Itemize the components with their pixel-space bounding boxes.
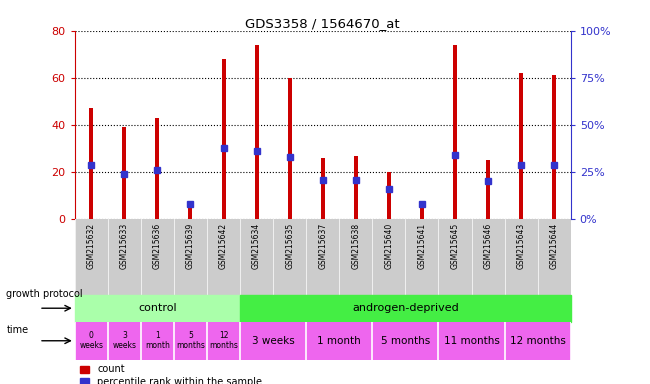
Bar: [108, 322, 141, 359]
Bar: [306, 322, 372, 359]
Text: GSM215634: GSM215634: [252, 223, 261, 269]
Text: growth protocol: growth protocol: [6, 289, 83, 299]
Bar: [288, 78, 292, 219]
Legend: count, percentile rank within the sample: count, percentile rank within the sample: [79, 364, 262, 384]
Bar: [188, 207, 192, 219]
Text: GSM215632: GSM215632: [87, 223, 96, 269]
Bar: [504, 322, 571, 359]
Bar: [354, 156, 358, 219]
Text: GSM215643: GSM215643: [517, 223, 526, 269]
Text: GSM215646: GSM215646: [484, 223, 493, 269]
Bar: [207, 322, 240, 359]
Text: 5 months: 5 months: [381, 336, 430, 346]
Bar: [372, 322, 439, 359]
Text: 12 months: 12 months: [510, 336, 566, 346]
Text: GSM215639: GSM215639: [186, 223, 195, 269]
Bar: [519, 73, 523, 219]
Text: 1
month: 1 month: [145, 331, 170, 350]
Bar: [552, 76, 556, 219]
Bar: [75, 322, 108, 359]
Text: GSM215636: GSM215636: [153, 223, 162, 269]
Text: 3 weeks: 3 weeks: [252, 336, 294, 346]
Bar: [174, 322, 207, 359]
Text: GSM215644: GSM215644: [550, 223, 558, 269]
Bar: [420, 207, 424, 219]
Text: GSM215635: GSM215635: [285, 223, 294, 269]
Text: 5
months: 5 months: [176, 331, 205, 350]
Bar: [141, 322, 174, 359]
Text: GSM215641: GSM215641: [417, 223, 426, 269]
Bar: [155, 118, 159, 219]
Text: 11 months: 11 months: [443, 336, 499, 346]
Text: 12
months: 12 months: [209, 331, 238, 350]
Bar: [75, 295, 240, 322]
Text: GSM215633: GSM215633: [120, 223, 129, 269]
Text: androgen-deprived: androgen-deprived: [352, 303, 459, 313]
Bar: [387, 172, 391, 219]
Bar: [89, 108, 93, 219]
Bar: [122, 127, 126, 219]
Text: GSM215637: GSM215637: [318, 223, 327, 269]
Text: control: control: [138, 303, 177, 313]
Text: GSM215638: GSM215638: [351, 223, 360, 269]
Bar: [255, 45, 259, 219]
Bar: [439, 322, 504, 359]
Text: 1 month: 1 month: [317, 336, 361, 346]
Bar: [222, 59, 226, 219]
Text: GSM215642: GSM215642: [219, 223, 228, 269]
Text: 0
weeks: 0 weeks: [79, 331, 103, 350]
Bar: [453, 45, 457, 219]
Bar: [486, 160, 490, 219]
Text: 3
weeks: 3 weeks: [112, 331, 136, 350]
Text: GSM215645: GSM215645: [450, 223, 460, 269]
Bar: [320, 158, 325, 219]
Bar: [240, 322, 306, 359]
Text: GSM215640: GSM215640: [384, 223, 393, 269]
Text: time: time: [6, 325, 29, 335]
Bar: [240, 295, 571, 322]
Title: GDS3358 / 1564670_at: GDS3358 / 1564670_at: [246, 17, 400, 30]
